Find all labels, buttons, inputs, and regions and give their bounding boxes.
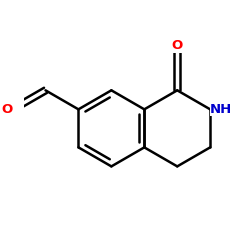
- Text: NH: NH: [210, 103, 233, 116]
- Text: O: O: [172, 39, 183, 52]
- Text: O: O: [1, 103, 13, 116]
